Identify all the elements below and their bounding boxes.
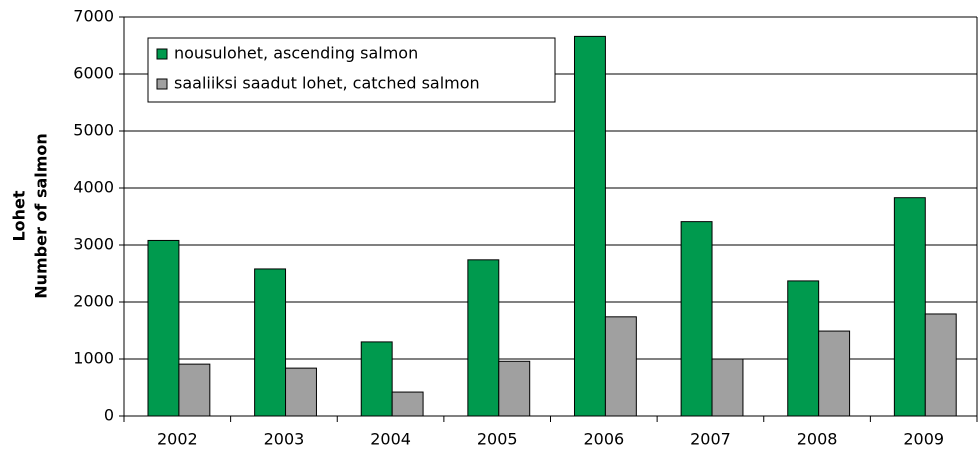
x-tick-label: 2009	[903, 430, 944, 449]
y-tick-label: 5000	[73, 121, 114, 140]
y-axis-label: Lohet	[10, 190, 29, 241]
bar	[787, 280, 820, 417]
y-tick-label: 7000	[73, 7, 114, 26]
legend-label: saaliiksi saadut lohet, catched salmon	[174, 74, 480, 93]
x-tick-label: 2007	[690, 430, 731, 449]
legend-swatch	[156, 48, 168, 60]
legend-box	[147, 37, 556, 103]
y-axis-label: Number of salmon	[32, 133, 51, 299]
y-tick-label: 1000	[73, 349, 114, 368]
bar	[285, 367, 317, 417]
bar	[178, 363, 211, 417]
y-tick-label: 2000	[73, 292, 114, 311]
bar	[147, 239, 180, 417]
bar	[573, 35, 606, 417]
x-tick-label: 2005	[477, 430, 518, 449]
y-tick-label: 0	[104, 406, 114, 425]
y-tick-label: 6000	[73, 64, 114, 83]
bar	[498, 360, 531, 417]
legend-label: nousulohet, ascending salmon	[174, 44, 418, 63]
bar	[818, 330, 851, 417]
bar	[893, 197, 926, 417]
x-tick-label: 2002	[157, 430, 198, 449]
x-tick-label: 2006	[583, 430, 624, 449]
bar	[391, 391, 424, 417]
x-tick-label: 2003	[264, 430, 305, 449]
bar	[711, 358, 744, 417]
y-tick-label: 4000	[73, 178, 114, 197]
bar	[254, 268, 287, 417]
legend-swatch	[156, 78, 168, 90]
bar	[924, 313, 957, 417]
bar	[467, 259, 500, 417]
x-tick-label: 2008	[797, 430, 838, 449]
bar	[680, 221, 713, 417]
x-tick-label: 2004	[370, 430, 411, 449]
bar	[360, 341, 393, 417]
y-tick-label: 3000	[73, 235, 114, 254]
bar	[604, 316, 637, 417]
